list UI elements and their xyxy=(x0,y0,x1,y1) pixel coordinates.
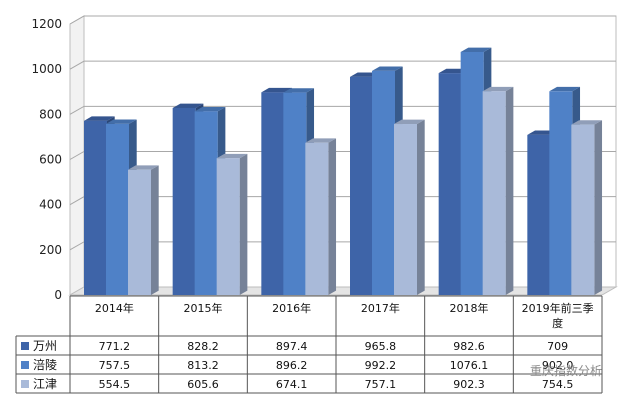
data-label: 992.2 xyxy=(365,359,397,372)
bar-front xyxy=(482,91,506,295)
bar-front xyxy=(394,124,417,296)
legend-label: 江津 xyxy=(33,377,57,391)
bar-side xyxy=(417,119,425,295)
bar-front xyxy=(128,169,151,295)
data-label: 757.1 xyxy=(365,378,397,391)
bar-front xyxy=(194,111,218,296)
bar-top xyxy=(128,165,159,170)
y-tick-label: 1200 xyxy=(31,17,62,31)
bar-front xyxy=(261,92,285,296)
bar-front xyxy=(216,158,240,295)
bar-front xyxy=(438,73,462,296)
x-tick-label: 2018年 xyxy=(450,301,489,315)
bar-front xyxy=(84,120,107,295)
bar-top xyxy=(216,153,248,159)
bar-side xyxy=(505,86,514,295)
data-label: 828.2 xyxy=(187,340,219,353)
data-label: 605.6 xyxy=(187,378,219,391)
gridline xyxy=(69,15,616,25)
x-tick-label: 2019年前三季度 xyxy=(522,301,594,330)
legend-label: 万州 xyxy=(33,339,57,353)
data-label: 709 xyxy=(547,340,568,353)
x-tick-label: 2016年 xyxy=(272,301,311,315)
y-tick-label: 0 xyxy=(54,288,62,302)
bar-top xyxy=(372,66,403,71)
y-tick-label: 200 xyxy=(39,243,62,257)
bar-top xyxy=(194,106,226,112)
y-tick-label: 800 xyxy=(39,107,62,121)
gridline xyxy=(69,60,616,70)
bar-top xyxy=(84,116,115,121)
bar-front xyxy=(172,107,196,295)
bar xyxy=(571,120,603,296)
bar xyxy=(394,119,425,296)
data-label: 902.3 xyxy=(453,378,485,391)
bar xyxy=(482,86,514,295)
bar-top xyxy=(394,119,425,125)
bar-top xyxy=(571,120,603,125)
watermark-text: 重庆指数分析 xyxy=(530,363,602,378)
data-label: 554.5 xyxy=(99,378,131,391)
legend-key xyxy=(21,361,29,369)
data-label: 1076.1 xyxy=(450,359,489,372)
bar-top xyxy=(482,86,514,92)
bar-front xyxy=(372,70,395,296)
bar-top xyxy=(460,47,492,52)
bar-front xyxy=(283,92,307,295)
bar-front xyxy=(527,134,551,295)
bar-front xyxy=(571,124,595,295)
bar-front xyxy=(549,91,573,295)
bar-top xyxy=(549,86,581,92)
bar-front xyxy=(305,142,329,295)
data-label: 754.5 xyxy=(542,378,574,391)
bars xyxy=(84,47,603,296)
bar-front xyxy=(106,123,129,296)
bar-top xyxy=(172,103,204,108)
bar xyxy=(305,138,337,295)
bar-top xyxy=(283,88,315,93)
data-label: 965.8 xyxy=(365,340,397,353)
legend-key xyxy=(21,380,29,388)
bar xyxy=(216,153,248,295)
legend-key xyxy=(21,342,29,350)
x-tick-label: 2017年 xyxy=(361,301,400,315)
data-label: 896.2 xyxy=(276,359,308,372)
data-label: 813.2 xyxy=(187,359,219,372)
data-label: 897.4 xyxy=(276,340,308,353)
bar-side xyxy=(594,120,603,296)
bar-side xyxy=(151,165,159,295)
bar-front xyxy=(460,51,484,296)
y-tick-label: 1000 xyxy=(31,62,62,76)
bar-front xyxy=(350,76,373,295)
y-axis-ticks: 0 200 400 600 800 1000 1200 xyxy=(31,17,62,302)
bar-top xyxy=(261,87,293,93)
y-tick-label: 400 xyxy=(39,198,62,212)
x-tick-label: 2014年 xyxy=(95,301,134,315)
data-label: 771.2 xyxy=(99,340,131,353)
x-tick-label: 2015年 xyxy=(184,301,223,315)
bar xyxy=(128,165,159,295)
bar-top xyxy=(305,138,337,143)
data-label: 674.1 xyxy=(276,378,308,391)
y-tick-label: 600 xyxy=(39,153,62,167)
data-label: 902.0 xyxy=(542,359,574,372)
data-label: 982.6 xyxy=(453,340,485,353)
legend-label: 涪陵 xyxy=(33,357,57,372)
bar-side xyxy=(328,138,337,295)
bar-top xyxy=(106,119,137,124)
data-label: 757.5 xyxy=(99,359,131,372)
bar-side xyxy=(239,153,248,295)
